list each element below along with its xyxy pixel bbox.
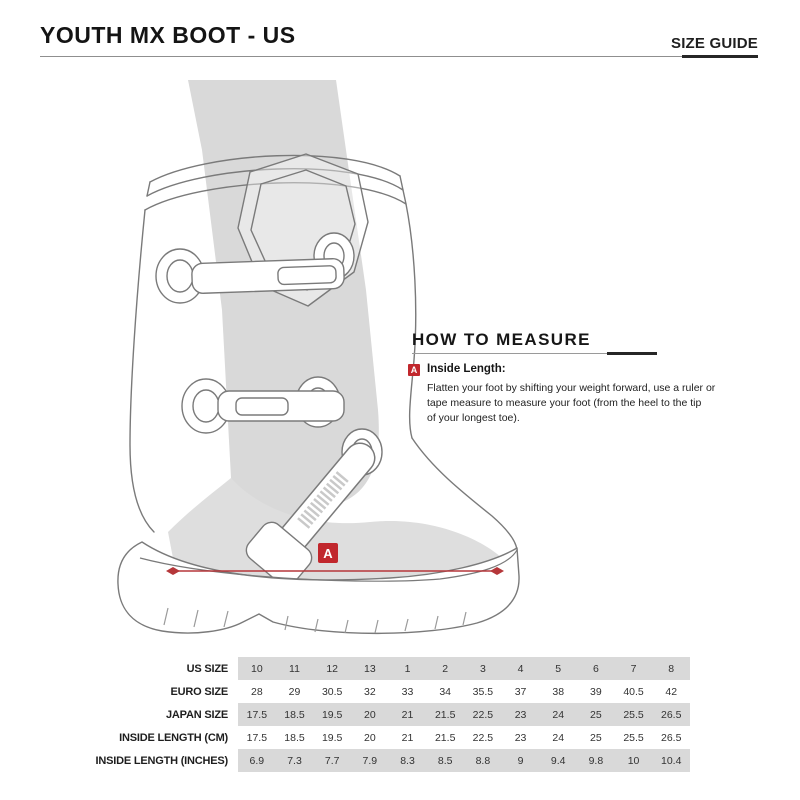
size-cell: 20 <box>364 731 376 744</box>
size-cell: 26.5 <box>661 708 682 721</box>
table-row: JAPAN SIZE 17.5 18.5 19.5 20 21 21.5 22.5 23 24 25… <box>40 703 690 726</box>
row-cells: 28 29 30.5 32 33 34 35.5 37 38 39 40.5 42 <box>238 680 690 703</box>
inside-length-instructions: Flatten your foot by shifting your weigh… <box>427 381 715 426</box>
how-to-measure-heading: HOW TO MEASURE <box>412 330 591 349</box>
page-title: YOUTH MX BOOT - US <box>40 22 296 48</box>
size-cell: 18.5 <box>284 708 305 721</box>
row-cells: 17.5 18.5 19.5 20 21 21.5 22.5 23 24 25 25.5 26.5 <box>238 726 690 749</box>
size-cell: 21.5 <box>434 731 456 744</box>
row-label: INSIDE LENGTH (INCHES) <box>95 754 229 767</box>
inside-length-marker-icon: A <box>408 364 420 376</box>
size-cell: 6.9 <box>249 754 265 767</box>
row-label: US SIZE <box>186 662 229 675</box>
size-cell: 4 <box>517 662 524 675</box>
size-cell: 22.5 <box>472 708 494 721</box>
size-cell: 23 <box>514 708 527 721</box>
size-cell: 5 <box>555 662 562 675</box>
size-cell: 7.7 <box>324 754 340 767</box>
size-cell: 25 <box>590 731 602 744</box>
header-rule-accent <box>682 55 758 58</box>
size-cell: 9.8 <box>588 754 604 767</box>
size-cell: 8.8 <box>475 754 491 767</box>
size-cell: 11 <box>289 662 300 675</box>
size-cell: 7.3 <box>287 754 302 767</box>
size-cell: 42 <box>665 685 678 698</box>
row-label: EURO SIZE <box>170 685 229 698</box>
size-cell: 28 <box>250 685 263 698</box>
size-cell: 3 <box>479 662 486 675</box>
size-cell: 40.5 <box>623 685 644 698</box>
measure-marker-a-badge: A <box>318 543 338 563</box>
table-row: INSIDE LENGTH (INCHES) 6.9 7.3 7.7 7.9 8.3 8.5… <box>40 749 690 772</box>
size-cell: 18.5 <box>284 731 305 744</box>
size-cell: 38 <box>552 685 565 698</box>
size-cell: 17.5 <box>246 731 268 744</box>
size-cell: 7.9 <box>362 754 378 767</box>
size-cell: 25.5 <box>623 708 644 721</box>
size-cell: 32 <box>364 685 376 698</box>
size-table: US SIZE 10 11 12 13 1 2 3 4 5 6 7 8 EURO SIZE 28 29 30.5… <box>40 657 690 772</box>
size-cell: 12 <box>326 662 339 675</box>
size-cell: 10 <box>627 754 640 767</box>
size-cell: 21.5 <box>434 708 456 721</box>
size-cell: 25 <box>590 708 602 721</box>
boot-illustration <box>117 80 520 635</box>
instruction-line: tape measure to measure your foot (from … <box>427 397 702 409</box>
instruction-line: of your longest toe). <box>427 412 520 424</box>
size-cell: 29 <box>288 685 301 698</box>
inside-length-title: Inside Length: <box>427 363 506 375</box>
size-cell: 7 <box>630 662 637 675</box>
size-cell: 8.3 <box>400 754 415 767</box>
size-cell: 8.5 <box>437 754 453 767</box>
size-cell: 25.5 <box>623 731 644 744</box>
table-row: EURO SIZE 28 29 30.5 32 33 34 35.5 37 38 39 40.5 42 <box>40 680 690 703</box>
row-cells: 6.9 7.3 7.7 7.9 8.3 8.5 8.8 9 9.4 9.8 10 10.4 <box>238 749 690 772</box>
size-cell: 1 <box>404 662 411 675</box>
how-to-measure-rule-accent <box>607 352 657 355</box>
size-guide-label: SIZE GUIDE <box>670 35 758 52</box>
size-cell: 21 <box>401 731 414 744</box>
foot-shading <box>168 478 504 591</box>
size-cell: 10 <box>250 662 263 675</box>
size-cell: 30.5 <box>321 685 343 698</box>
table-row: INSIDE LENGTH (CM) 17.5 18.5 19.5 20 21 21.5 22… <box>40 726 690 749</box>
size-cell: 6 <box>592 662 599 675</box>
instruction-line: Flatten your foot by shifting your weigh… <box>427 382 716 394</box>
size-cell: 24 <box>552 731 565 744</box>
size-cell: 22.5 <box>472 731 494 744</box>
how-to-measure-rule <box>412 353 657 354</box>
table-row: US SIZE 10 11 12 13 1 2 3 4 5 6 7 8 <box>40 657 690 680</box>
size-cell: 39 <box>590 685 602 698</box>
row-cells: 17.5 18.5 19.5 20 21 21.5 22.5 23 24 25 25.5 26.5 <box>238 703 690 726</box>
size-cell: 9.4 <box>550 754 566 767</box>
size-cell: 26.5 <box>661 731 682 744</box>
size-cell: 34 <box>439 685 452 698</box>
size-cell: 8 <box>668 662 675 675</box>
header-rule <box>40 56 758 57</box>
size-cell: 9 <box>517 754 524 767</box>
size-cell: 10.4 <box>661 754 682 767</box>
size-cell: 24 <box>552 708 565 721</box>
size-cell: 2 <box>442 662 449 675</box>
row-cells: 10 11 12 13 1 2 3 4 5 6 7 8 <box>238 657 690 680</box>
size-cell: 20 <box>364 708 376 721</box>
size-cell: 13 <box>364 662 376 675</box>
row-label: JAPAN SIZE <box>166 708 228 721</box>
size-cell: 37 <box>514 685 527 698</box>
size-cell: 17.5 <box>246 708 268 721</box>
size-cell: 23 <box>514 731 527 744</box>
size-cell: 19.5 <box>321 731 343 744</box>
size-cell: 35.5 <box>472 685 494 698</box>
size-cell: 33 <box>401 685 414 698</box>
size-cell: 21 <box>401 708 414 721</box>
row-label: INSIDE LENGTH (CM) <box>119 731 228 744</box>
size-cell: 19.5 <box>321 708 343 721</box>
